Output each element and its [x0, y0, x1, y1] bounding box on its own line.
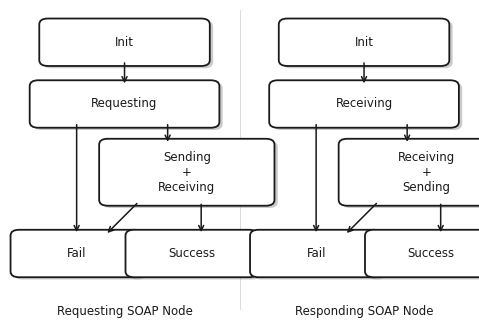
FancyBboxPatch shape: [103, 141, 278, 208]
Text: Receiving: Receiving: [335, 98, 393, 111]
FancyBboxPatch shape: [339, 139, 479, 206]
FancyBboxPatch shape: [43, 21, 213, 68]
FancyBboxPatch shape: [11, 230, 143, 277]
Text: Init: Init: [115, 36, 134, 49]
FancyBboxPatch shape: [342, 141, 479, 208]
Text: Fail: Fail: [307, 247, 326, 260]
Text: Requesting SOAP Node: Requesting SOAP Node: [57, 306, 193, 318]
Text: Init: Init: [354, 36, 374, 49]
FancyBboxPatch shape: [279, 19, 449, 66]
FancyBboxPatch shape: [99, 139, 274, 206]
Text: Sending
+
Receiving: Sending + Receiving: [158, 151, 216, 194]
FancyBboxPatch shape: [30, 80, 219, 128]
FancyBboxPatch shape: [282, 21, 453, 68]
Text: Responding SOAP Node: Responding SOAP Node: [295, 306, 433, 318]
FancyBboxPatch shape: [129, 232, 261, 280]
FancyBboxPatch shape: [39, 19, 210, 66]
Text: Success: Success: [408, 247, 455, 260]
Text: Success: Success: [168, 247, 215, 260]
FancyBboxPatch shape: [14, 232, 146, 280]
FancyBboxPatch shape: [273, 83, 462, 130]
Text: Receiving
+
Sending: Receiving + Sending: [398, 151, 455, 194]
Text: Requesting: Requesting: [91, 98, 158, 111]
Text: Fail: Fail: [67, 247, 86, 260]
FancyBboxPatch shape: [368, 232, 479, 280]
FancyBboxPatch shape: [365, 230, 479, 277]
FancyBboxPatch shape: [33, 83, 223, 130]
FancyBboxPatch shape: [269, 80, 459, 128]
FancyBboxPatch shape: [253, 232, 386, 280]
FancyBboxPatch shape: [125, 230, 258, 277]
FancyBboxPatch shape: [250, 230, 382, 277]
